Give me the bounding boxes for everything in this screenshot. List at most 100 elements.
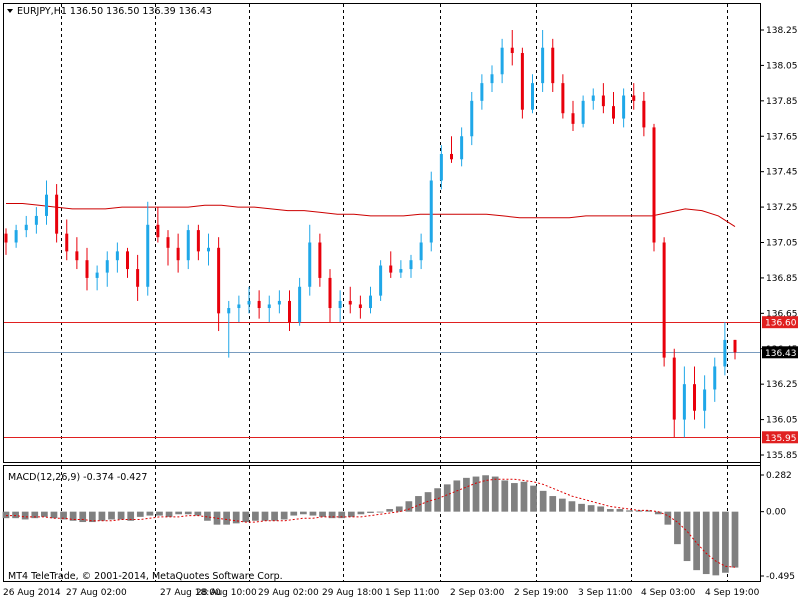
candle-body [652,127,656,243]
candle-body [24,224,28,231]
macd-bar [453,480,461,512]
macd-bar [511,483,518,512]
macd-bar [127,511,135,521]
price-tick-label: 137.65 [766,132,798,142]
time-tick-label: 1 Sep 11:00 [385,588,440,598]
candle-body [703,389,707,411]
candle-body [682,384,686,420]
moving-average-layer [6,203,736,228]
macd-bar [587,505,595,512]
macd-bar [395,506,403,512]
macd-bar [683,511,691,562]
candle-body [237,304,241,309]
macd-bar [357,511,365,515]
candle-body [520,53,524,110]
candle-body [541,47,545,84]
macd-tick-label: 0.00 [766,508,786,518]
candle-body [379,265,383,296]
macd-bar [338,511,346,519]
dropdown-triangle-icon[interactable] [7,9,13,13]
time-gridlines [61,4,728,581]
candle-body [34,215,38,225]
macd-bar [165,511,173,517]
candle-body [622,95,626,119]
candle-body [298,286,302,323]
time-tick-label: 2 Sep 19:00 [514,588,569,598]
candle-body [490,74,494,84]
candle-body [439,153,443,181]
candle-body [470,100,474,137]
macd-bar [232,511,240,524]
candle-body [126,251,129,270]
macd-bar [146,511,154,516]
macd-bar [434,488,442,512]
macd-bar [79,511,87,523]
copyright-text: MT4 TeleTrade, © 2001-2014, MetaQuotes S… [8,571,283,582]
candle-body [95,272,99,278]
macd-bar [299,511,307,515]
macd-bar [31,511,39,519]
candle-body [581,100,585,124]
macd-bar [491,476,499,512]
macd-bar [136,511,144,517]
price-tags: 136.60 136.43 135.95 [762,316,798,444]
candle-body [531,83,534,110]
candle-body [14,230,18,243]
macd-bar [319,511,326,517]
candle-body [409,260,413,270]
macd-bar [2,511,10,519]
macd-bar [616,509,624,512]
macd-bar [626,510,633,512]
macd-bar [175,511,183,515]
price-tick-label: 136.65 [766,309,798,319]
price-tag-label: 136.43 [765,349,797,359]
macd-bar [88,511,96,523]
macd-bar [184,511,192,515]
time-tick-label: 26 Aug 2014 [3,588,61,598]
macd-bar [376,511,384,513]
macd-tick-label: 0.282 [766,471,792,481]
candle-body [207,247,210,252]
candle-body [348,300,352,305]
candle-body [308,242,312,287]
macd-bar [280,511,288,520]
candle-body [288,300,291,323]
candle-body [733,339,737,353]
macd-bar [50,511,58,519]
candle-body [632,95,636,101]
candle-body [65,233,69,252]
macd-bar [415,496,422,512]
macd-bar [347,511,355,517]
macd-bar [117,511,125,520]
candle-body [642,100,646,128]
macd-signal-line [6,478,736,568]
macd-bar [558,498,566,512]
price-tick-label: 138.25 [766,26,798,36]
candle-body [338,300,342,309]
macd-bar [309,511,317,516]
chart-title: EURJPY,H1 136.50 136.50 136.39 136.43 [17,6,212,17]
macd-bar [12,511,19,519]
price-tick-label: 137.25 [766,203,798,213]
candle-body [450,153,453,160]
price-tick-label: 136.05 [766,416,798,426]
macd-bar [405,501,413,512]
candle-body [510,47,514,54]
macd-bar [463,477,470,512]
candle-body [429,180,433,243]
macd-bar [731,511,739,568]
candle-body [672,357,676,420]
macd-bar [41,511,48,517]
time-tick-label: 2 Sep 03:00 [450,588,505,598]
candle-body [277,300,281,305]
candle-body [55,194,59,234]
price-tick-label: 135.85 [766,451,798,461]
macd-bar [204,511,211,521]
macd-bar [530,485,537,512]
candle-body [399,269,403,273]
macd-bar [645,510,653,512]
time-tick-label: 27 Aug 18:00 [160,588,221,598]
